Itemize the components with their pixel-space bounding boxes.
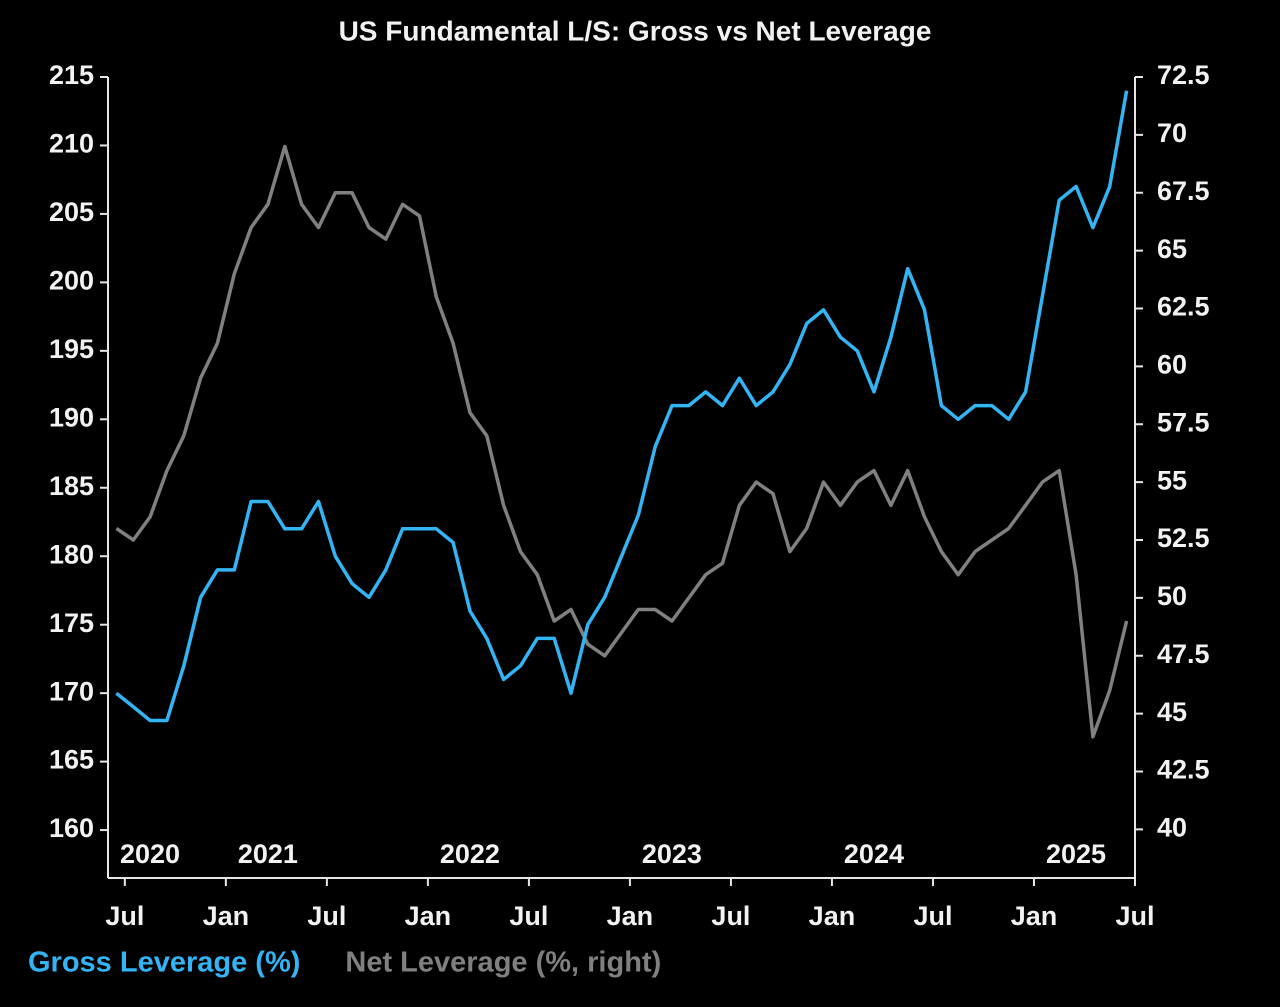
- y2-tick-label: 42.5: [1157, 755, 1210, 785]
- x-tick-label: Jul: [913, 901, 952, 931]
- x-tick-label: Jan: [1011, 901, 1058, 931]
- year-label: 2020: [120, 839, 180, 869]
- y2-tick-label: 45: [1157, 697, 1187, 727]
- x-tick-label: Jan: [809, 901, 856, 931]
- y2-tick-label: 60: [1157, 350, 1187, 380]
- legend-entry: Gross Leverage (%): [28, 947, 300, 979]
- year-label: 2024: [844, 839, 904, 869]
- x-tick-label: Jul: [711, 901, 750, 931]
- y2-tick-label: 50: [1157, 581, 1187, 611]
- y-tick-label: 175: [49, 608, 94, 638]
- y2-tick-label: 65: [1157, 234, 1187, 264]
- chart-title: US Fundamental L/S: Gross vs Net Leverag…: [339, 15, 932, 46]
- y-tick-label: 165: [49, 745, 94, 775]
- y2-tick-label: 55: [1157, 465, 1187, 495]
- y2-tick-label: 72.5: [1157, 60, 1210, 90]
- y-tick-label: 190: [49, 402, 94, 432]
- year-label: 2021: [238, 839, 298, 869]
- y2-tick-label: 52.5: [1157, 523, 1210, 553]
- y-tick-label: 205: [49, 197, 94, 227]
- x-tick-label: Jul: [509, 901, 548, 931]
- y-tick-label: 195: [49, 334, 94, 364]
- x-tick-label: Jan: [405, 901, 452, 931]
- y2-tick-label: 57.5: [1157, 407, 1210, 437]
- x-tick-label: Jan: [607, 901, 654, 931]
- y-tick-label: 215: [49, 60, 94, 90]
- y-tick-label: 210: [49, 129, 94, 159]
- legend-entry: Net Leverage (%, right): [345, 947, 661, 979]
- y-tick-label: 160: [49, 813, 94, 843]
- line-series: [115, 90, 1129, 723]
- y-tick-label: 180: [49, 539, 94, 569]
- y2-tick-label: 70: [1157, 118, 1187, 148]
- x-tick-label: Jul: [1115, 901, 1154, 931]
- y-tick-label: 200: [49, 266, 94, 296]
- x-tick-label: Jul: [307, 901, 346, 931]
- y2-tick-label: 62.5: [1157, 292, 1210, 322]
- y-tick-label: 185: [49, 471, 94, 501]
- y2-tick-label: 67.5: [1157, 176, 1210, 206]
- x-tick-label: Jan: [203, 901, 250, 931]
- year-label: 2025: [1046, 839, 1106, 869]
- year-label: 2023: [642, 839, 702, 869]
- y2-tick-label: 40: [1157, 813, 1187, 843]
- year-label: 2022: [440, 839, 500, 869]
- y-tick-label: 170: [49, 676, 94, 706]
- line-series: [115, 144, 1129, 739]
- y2-tick-label: 47.5: [1157, 639, 1210, 669]
- x-tick-label: Jul: [105, 901, 144, 931]
